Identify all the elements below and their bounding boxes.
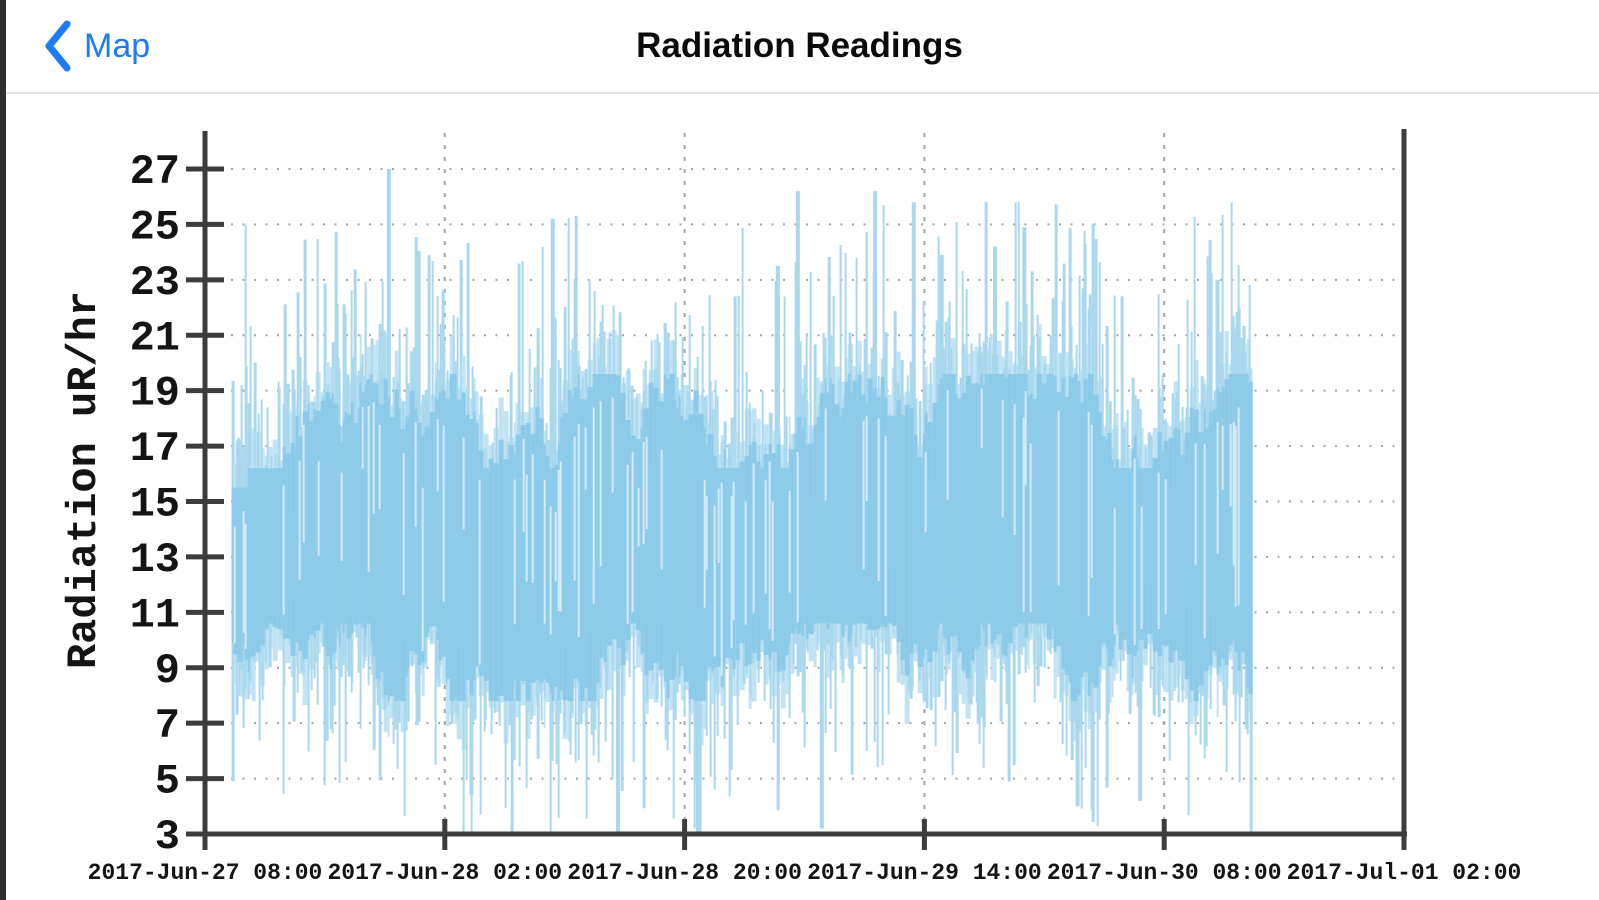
axis-ticks [186,166,1407,850]
y-axis-title: Radiation uR/hr [60,290,108,670]
back-button[interactable]: Map [44,0,150,92]
svg-text:21: 21 [130,314,180,362]
back-chevron-icon [45,20,71,72]
svg-text:27: 27 [130,148,180,196]
chart-axes [202,129,1407,837]
svg-text:23: 23 [130,259,180,307]
svg-text:2017-Jun-30 08:00: 2017-Jun-30 08:00 [1047,860,1282,886]
svg-text:2017-Jun-27 08:00: 2017-Jun-27 08:00 [88,860,323,886]
svg-text:7: 7 [155,702,180,750]
series-texture-streaks [233,388,1240,676]
svg-text:2017-Jun-28 02:00: 2017-Jun-28 02:00 [327,860,562,886]
svg-text:25: 25 [130,203,180,251]
svg-text:3: 3 [155,813,180,861]
svg-text:2017-Jun-28 20:00: 2017-Jun-28 20:00 [567,860,802,886]
nav-bar: Map Radiation Readings [0,0,1599,92]
svg-text:19: 19 [130,370,180,418]
svg-text:17: 17 [130,425,180,473]
svg-text:2017-Jul-01 02:00: 2017-Jul-01 02:00 [1287,860,1522,886]
svg-text:2017-Jun-29 14:00: 2017-Jun-29 14:00 [807,860,1042,886]
page-title: Radiation Readings [636,26,963,65]
nav-divider [0,92,1599,94]
svg-text:11: 11 [130,591,180,639]
x-tick-labels: 2017-Jun-27 08:00 2017-Jun-28 02:00 2017-J… [88,860,1522,886]
svg-text:9: 9 [155,647,180,695]
y-tick-labels: 3 5 7 9 11 13 15 17 19 21 23 25 27 [130,148,180,861]
svg-text:13: 13 [130,536,180,584]
screen-left-edge [0,0,6,900]
svg-text:15: 15 [130,481,180,529]
back-label: Map [84,26,151,65]
svg-text:5: 5 [155,758,180,806]
